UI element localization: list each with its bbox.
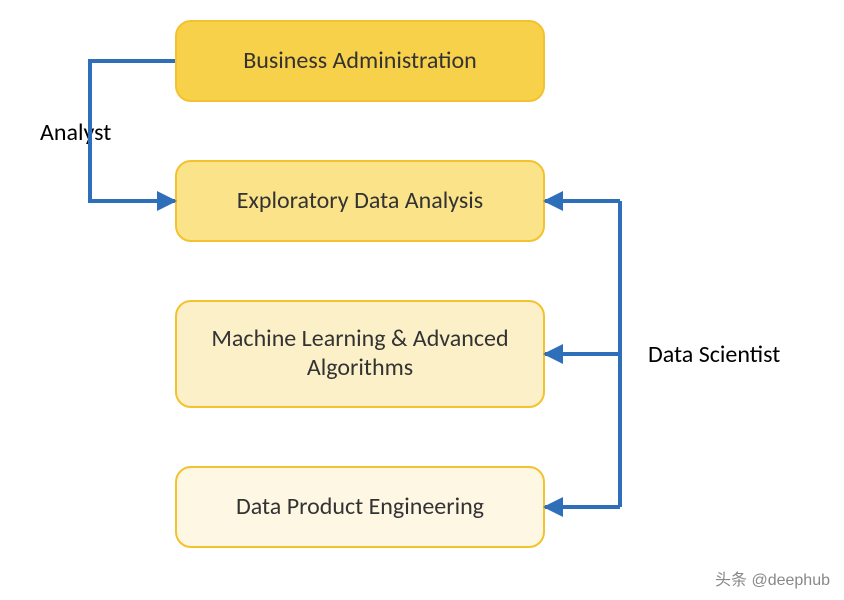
- role-text: Data Scientist: [648, 340, 780, 369]
- node-business-administration: Business Administration: [175, 20, 545, 102]
- connector-data-scientist-bracket: [545, 201, 620, 507]
- node-machine-learning-advanced-algorithms: Machine Learning & Advanced Algorithms: [175, 300, 545, 408]
- role-label-analyst: Analyst: [40, 118, 111, 147]
- node-label: Exploratory Data Analysis: [237, 187, 483, 216]
- node-exploratory-data-analysis: Exploratory Data Analysis: [175, 160, 545, 242]
- node-label: Data Product Engineering: [236, 493, 484, 522]
- node-data-product-engineering: Data Product Engineering: [175, 466, 545, 548]
- role-label-data-scientist: Data Scientist: [648, 340, 780, 369]
- watermark-text: 头条 @deephub: [715, 566, 830, 590]
- node-label: Machine Learning & Advanced Algorithms: [201, 325, 519, 383]
- node-label: Business Administration: [243, 47, 477, 76]
- role-text: Analyst: [40, 118, 111, 147]
